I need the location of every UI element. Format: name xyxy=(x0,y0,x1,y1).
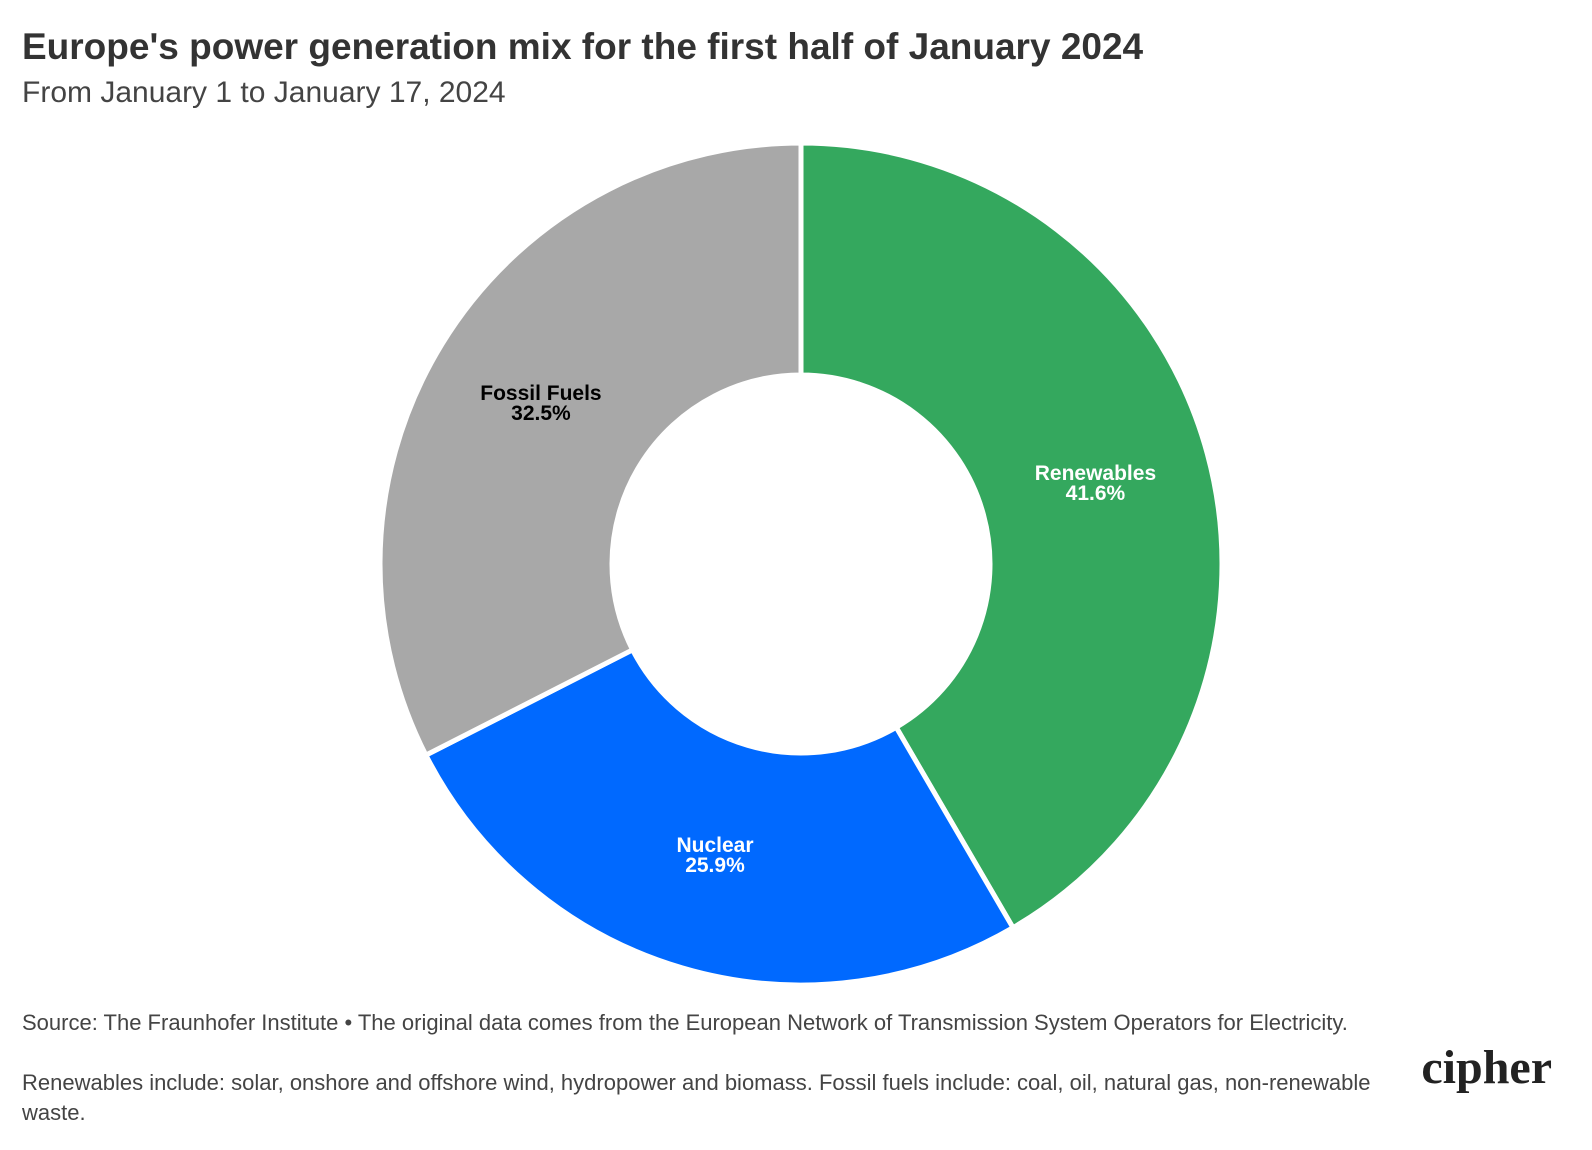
slice-value-label: 25.9% xyxy=(685,854,745,877)
donut-slice xyxy=(377,140,804,758)
chart-subtitle: From January 1 to January 17, 2024 xyxy=(22,76,506,109)
logo: cipher xyxy=(1421,1041,1552,1094)
chart-title: Europe's power generation mix for the fi… xyxy=(22,26,1144,67)
slice-value-label: 32.5% xyxy=(511,402,571,425)
slice-value-label: 41.6% xyxy=(1066,482,1126,505)
slice-label: Renewables xyxy=(1035,462,1156,485)
donut-slice xyxy=(798,140,1225,931)
source-note: Source: The Fraunhofer Institute • The o… xyxy=(22,1010,1348,1035)
slice-label: Fossil Fuels xyxy=(480,382,601,405)
footnote: Renewables include: solar, onshore and o… xyxy=(22,1070,1371,1125)
slice-label: Nuclear xyxy=(676,834,753,857)
donut-slice xyxy=(423,647,1016,988)
